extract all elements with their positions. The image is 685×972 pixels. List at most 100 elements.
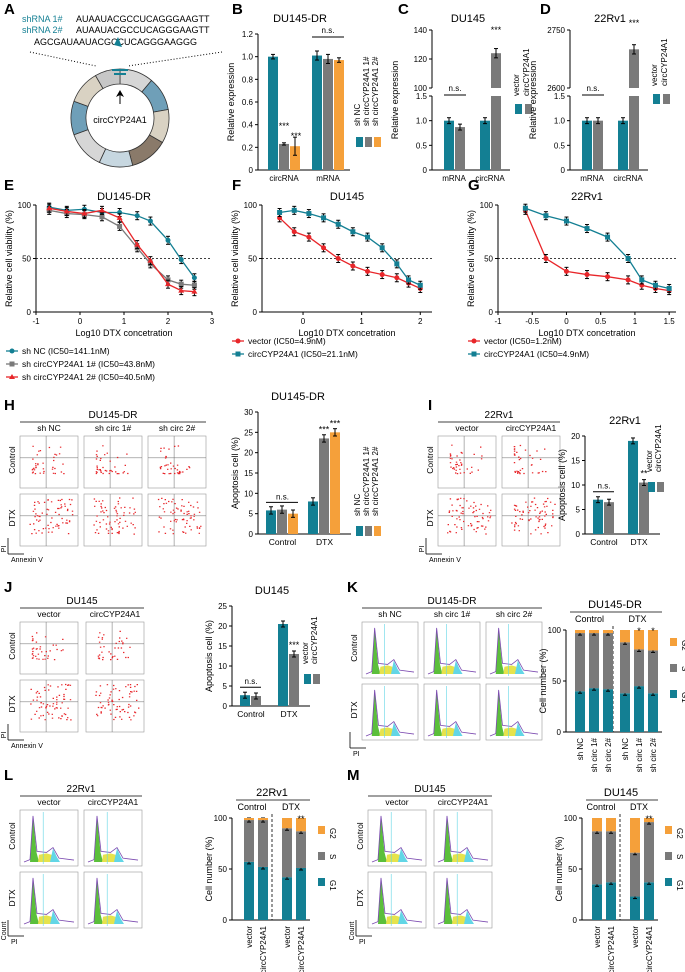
chart-L-legend-label: S [328,854,337,859]
chart-L-category: vector [283,926,292,948]
flow-L-ylabel: Count [1,922,8,941]
chart-M-bar-S [644,822,654,883]
flow-J-title: DU145 [66,596,98,607]
chart-E-point [178,281,184,287]
circ-segment [73,129,107,163]
chart-B-annot: *** [291,131,302,141]
circ-segment [94,68,121,90]
chart-G-series-line [525,207,670,290]
chart-B-tick-label: 1.0 [242,53,254,62]
chart-F-point [350,229,356,235]
chart-C-tick-label: 0.5 [416,141,428,150]
chart-K-tick-label: 100 [548,626,562,635]
flow-I-row-label: Control [425,446,435,474]
junction-arrow-icon [116,90,124,97]
chart-F-point [379,245,385,251]
chart-G-xlabel: Log10 DTX concetration [538,328,635,338]
flow-L-histogram-line [87,877,139,925]
chart-B-legend-label: sh circCYP24A1 2# [371,56,380,126]
chart-B-legend-swatch [356,137,363,147]
flow-K-s-area [503,665,517,674]
chart-F-xtick-label: 0 [301,317,306,326]
chart-C-legend-label: vector [512,74,521,96]
flow-L-row-label: DTX [7,889,17,906]
flow-J-row-label: Control [7,632,17,660]
chart-B-bar [312,55,322,170]
chart-D-tick-label: 1.5 [554,92,566,101]
chart-C-bar [444,120,454,170]
flow-K-g2-peak [514,660,525,674]
chart-M-ylabel: Cell number (%) [554,836,564,901]
panel-letter-B: B [232,1,243,18]
chart-E-legend-marker [9,348,15,354]
chart-K-bar-S [575,633,585,692]
chart-G-point [666,285,672,291]
chart-C-bar-upper [491,53,501,88]
chart-G-xtick-label: -0.5 [525,317,539,326]
flow-J-row-label: DTX [7,695,17,712]
chart-L-legend-swatch [318,826,325,834]
chart-C-tick-label: 120 [414,55,428,64]
chart-E-legend-label: sh circCYP24A1 1# (IC50=43.8nM) [22,359,155,369]
panel-letter-G: G [468,177,480,194]
chart-F-point [365,268,371,274]
flow-M-histogram-line [371,877,423,925]
flow-I-row-label: DTX [425,509,435,526]
chart-K-annot: * [651,626,655,636]
chart-H-legend-swatch [374,526,381,536]
chart-G-legend-marker [471,338,477,344]
chart-M-category: vector [593,926,602,948]
chart-D-tick-label: 2600 [547,84,565,93]
chart-J-tick-label: 25 [218,602,227,611]
flow-K-row-label: DTX [349,701,359,718]
chart-K-group: Control [575,614,604,624]
chart-G-point [605,274,611,280]
flow-H-plot [83,493,143,547]
chart-M-bar-S [606,831,616,883]
chart-B-category: mRNA [316,174,340,183]
flow-H-col-label: sh NC [37,423,61,433]
chart-J-tick-label: 20 [218,622,227,631]
chart-G-point [584,272,590,278]
flow-K-g2-peak [452,722,463,736]
flow-H-dots [93,497,136,535]
chart-C-legend-label: circCYP24A1 [522,48,531,96]
chart-G-xtick-label: -1 [494,317,502,326]
chart-H-legend-swatch [356,526,363,536]
chart-H-title: DU145-DR [271,391,325,403]
chart-M-bar-G1 [644,882,654,920]
chart-I-tick-label: 5 [576,506,581,515]
chart-F-xtick-label: 2 [418,317,423,326]
chart-C-ylabel: Relative expression [390,61,400,140]
chart-L-bar-G1 [282,877,292,920]
chart-L-category: circCYP24A1 [259,925,268,972]
chart-B-title: DU145-DR [273,13,327,25]
chart-M-bar-G1 [606,882,616,920]
flow-J-col-label: circCYP24A1 [90,609,141,619]
flow-I-ylabel: PI [419,546,426,553]
chart-H-category: Control [269,537,297,547]
chart-M-legend-swatch [665,826,672,834]
chart-G-legend-label: circCYP24A1 (IC50=4.9nM) [484,349,589,359]
panel-letter-C: C [398,1,409,18]
chart-H-annot: *** [319,424,330,434]
panel-letter-D: D [540,1,551,18]
flow-M-histogram-line [371,815,423,863]
flow-J-xlabel: Annexin V [11,743,43,750]
flow-M-xlabel: PI [359,939,366,946]
chart-I-title: 22Rv1 [609,415,641,427]
chart-K-title: DU145-DR [588,599,642,611]
chart-D-tick-label: 0.5 [554,141,566,150]
chart-H-annot: *** [330,418,341,428]
chart-G-xtick-label: 0.5 [595,317,607,326]
chart-L-bar-S [244,820,254,862]
chart-K-legend-swatch [670,638,677,646]
chart-E-series-line [49,206,195,279]
chart-K-category: sh circ 1# [590,737,599,772]
flow-H-dots [31,445,65,475]
chart-J-category: DTX [281,709,298,719]
flow-J-dots [31,632,64,661]
shrna1-seq: AUAAUACGCCUCAGGGAAGTT [76,14,210,24]
chart-I-bar [628,440,638,534]
